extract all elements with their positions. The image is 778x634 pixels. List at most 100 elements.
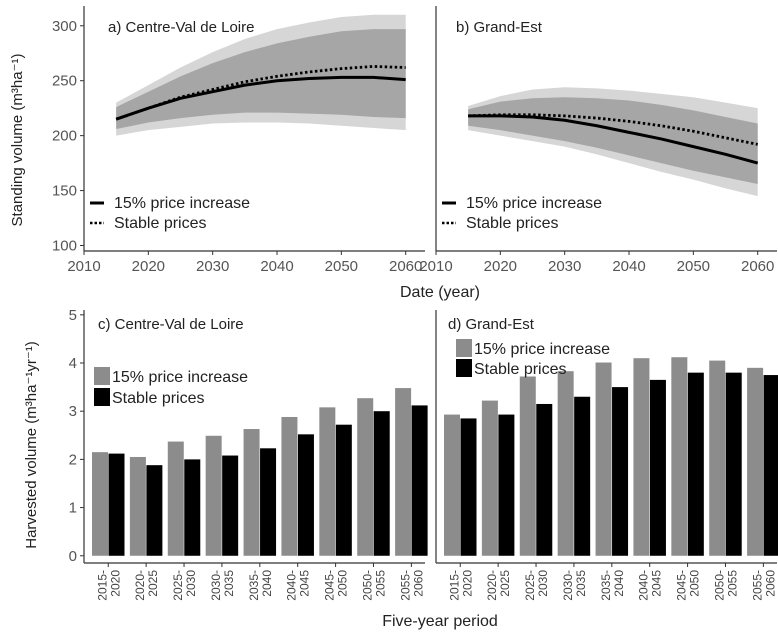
bar bbox=[167, 441, 184, 556]
x-tick-label: 2040-2045 bbox=[637, 570, 664, 601]
bar bbox=[687, 372, 704, 556]
panel-title: d) Grand-Est bbox=[448, 316, 535, 333]
y-tick-label: 3 bbox=[69, 403, 77, 420]
y-tick-label: 150 bbox=[52, 183, 77, 200]
bar bbox=[444, 414, 460, 556]
x-tick-label: 2060 bbox=[389, 258, 422, 275]
bar bbox=[411, 405, 428, 556]
bar bbox=[747, 367, 764, 556]
bar bbox=[557, 371, 574, 556]
y-tick-label: 200 bbox=[52, 128, 77, 145]
panel-title: a) Centre-Val de Loire bbox=[108, 19, 254, 36]
x-tick-label: 2020 bbox=[484, 258, 517, 275]
x-tick-label: 2030-2035 bbox=[209, 570, 236, 601]
x-tick-label: 2025-2030 bbox=[171, 570, 198, 601]
bar bbox=[222, 455, 239, 556]
legend-label: 15% price increase bbox=[114, 195, 250, 212]
bar bbox=[335, 424, 352, 556]
bar bbox=[633, 358, 650, 556]
bar bbox=[481, 400, 498, 556]
bar bbox=[649, 379, 666, 556]
bar bbox=[129, 456, 146, 556]
bar bbox=[319, 407, 336, 556]
x-tick-label: 2030-2035 bbox=[561, 570, 588, 601]
y-tick-label: 1 bbox=[69, 500, 77, 517]
legend-label: Stable prices bbox=[112, 390, 205, 407]
panel-title: b) Grand-Est bbox=[456, 19, 543, 36]
bottom-x-axis-label: Five-year period bbox=[382, 613, 498, 630]
bar bbox=[184, 459, 201, 556]
legend-key-swatch bbox=[94, 388, 110, 406]
x-tick-label: 2030 bbox=[548, 258, 581, 275]
bar bbox=[108, 453, 125, 556]
y-tick-label: 5 bbox=[69, 307, 77, 324]
bar bbox=[92, 452, 108, 556]
bar bbox=[395, 388, 412, 556]
y-tick-label: 300 bbox=[52, 18, 77, 35]
top-y-axis-label: Standing volume (m³ha⁻¹) bbox=[9, 54, 26, 227]
x-tick-label: 2035-2040 bbox=[247, 570, 274, 601]
x-tick-label: 2010 bbox=[67, 258, 100, 275]
x-tick-label: 2010 bbox=[419, 258, 452, 275]
bar bbox=[671, 357, 688, 556]
bottom-y-axis-label: Harvested volume (m³ha⁻¹yr⁻¹) bbox=[23, 341, 40, 549]
legend-key-swatch bbox=[456, 359, 472, 377]
x-tick-label: 2050-2055 bbox=[712, 570, 739, 601]
panel-b: 2010 2020 2030 2040 2050 2060 b) Grand-Est 15% … bbox=[419, 6, 777, 275]
y-tick-label: 100 bbox=[52, 238, 77, 255]
x-tick-label: 2020-2025 bbox=[485, 570, 512, 601]
bar bbox=[260, 448, 277, 556]
legend-label: 15% price increase bbox=[466, 195, 602, 212]
bar bbox=[281, 416, 298, 556]
x-tick-label: 2040-2045 bbox=[285, 570, 312, 601]
x-tick-label: 2030 bbox=[196, 258, 229, 275]
bar bbox=[146, 465, 163, 556]
legend-key-swatch bbox=[456, 339, 472, 357]
bar bbox=[519, 376, 536, 556]
legend-label: 15% price increase bbox=[474, 341, 610, 358]
bar bbox=[460, 418, 477, 556]
bar bbox=[725, 372, 742, 556]
bar bbox=[612, 387, 629, 556]
y-tick-label: 250 bbox=[52, 73, 77, 90]
bar bbox=[709, 360, 726, 556]
x-tick-label: 2035-2040 bbox=[599, 570, 626, 601]
bar bbox=[373, 411, 390, 556]
bar bbox=[243, 429, 260, 556]
bar bbox=[297, 434, 314, 556]
legend-key-swatch bbox=[94, 367, 110, 385]
x-tick-label: 2050 bbox=[325, 258, 358, 275]
x-tick-label: 2040 bbox=[260, 258, 293, 275]
top-x-axis-label: Date (year) bbox=[400, 284, 480, 301]
legend-label: Stable prices bbox=[466, 215, 559, 232]
x-tick-label: 2055-2060 bbox=[398, 570, 425, 601]
x-tick-label: 2055-2060 bbox=[750, 570, 777, 601]
x-tick-label: 2050 bbox=[677, 258, 710, 275]
series-line bbox=[115, 65, 406, 121]
panel-d: 2015-2020 2020-2025 2025-2030 2030-2035 2035… bbox=[435, 310, 778, 601]
x-tick-label: 2060 bbox=[741, 258, 774, 275]
panel-title: c) Centre-Val de Loire bbox=[98, 316, 244, 333]
y-tick-label: 4 bbox=[69, 355, 77, 372]
x-tick-label: 2045-2050 bbox=[675, 570, 702, 601]
series-line bbox=[468, 114, 759, 165]
bar bbox=[763, 375, 778, 556]
bar bbox=[205, 435, 222, 556]
bar bbox=[574, 396, 591, 556]
x-tick-label: 2020 bbox=[132, 258, 165, 275]
bar bbox=[357, 398, 374, 556]
x-tick-label: 2045-2050 bbox=[323, 570, 350, 601]
x-tick-label: 2020-2025 bbox=[133, 570, 160, 601]
legend-label: Stable prices bbox=[114, 215, 207, 232]
x-tick-label: 2015-2020 bbox=[447, 570, 474, 601]
bar bbox=[595, 362, 612, 556]
y-tick-label: 2 bbox=[69, 451, 77, 468]
bar bbox=[536, 403, 553, 556]
panel-a: Standing volume (m³ha⁻¹) 2010 2020 2030 204… bbox=[9, 6, 425, 275]
x-tick-label: 2050-2055 bbox=[360, 570, 387, 601]
panel-c: Harvested volume (m³ha⁻¹yr⁻¹) 2015-2020 2… bbox=[23, 307, 428, 601]
x-tick-label: 2015-2020 bbox=[95, 570, 122, 601]
legend-label: Stable prices bbox=[474, 361, 567, 378]
x-tick-label: 2040 bbox=[612, 258, 645, 275]
